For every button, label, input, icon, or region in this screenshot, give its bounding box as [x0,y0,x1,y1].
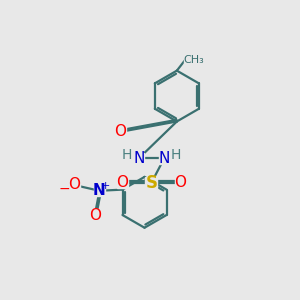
Bar [68,179,80,191]
Text: S: S [146,174,158,192]
Text: CH₃: CH₃ [184,55,205,65]
Bar [134,153,144,164]
Text: H: H [122,148,132,162]
Text: O: O [117,175,129,190]
Bar [115,126,126,138]
Text: +: + [101,181,111,191]
Bar [117,177,128,188]
Bar [184,55,204,65]
Text: H: H [170,148,181,162]
Bar [159,153,169,164]
Bar [94,186,104,196]
Bar [175,177,186,188]
Bar [146,177,158,189]
Text: N: N [158,151,170,166]
Text: O: O [114,124,126,140]
Bar [89,209,100,221]
Text: N: N [133,151,144,166]
Text: O: O [174,175,186,190]
Text: O: O [89,208,101,223]
Text: O: O [68,178,80,193]
Text: N: N [93,183,106,198]
Text: −: − [58,182,70,196]
